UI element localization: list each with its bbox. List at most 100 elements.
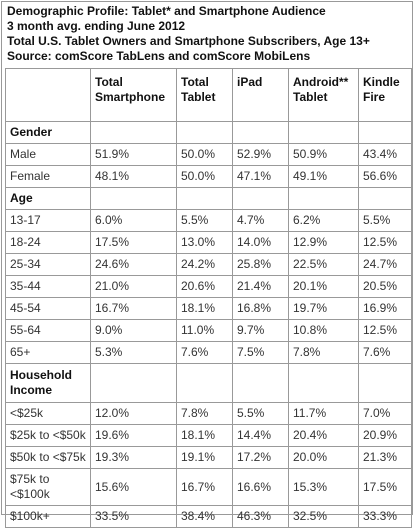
column-header-ipad: iPad <box>232 68 289 122</box>
header-row: Total Smartphone Total Tablet iPad Andro… <box>5 68 412 122</box>
value-cell: 33.3% <box>358 505 412 528</box>
section-row: Age <box>5 187 412 210</box>
value-cell: 50.0% <box>176 143 233 166</box>
value-cell: 18.1% <box>176 297 233 320</box>
title-line-2: 3 month avg. ending June 2012 <box>7 19 186 33</box>
value-cell: 7.6% <box>358 341 412 364</box>
value-cell: 17.5% <box>90 231 177 254</box>
value-cell: 14.0% <box>232 231 289 254</box>
value-cell: 9.0% <box>90 319 177 342</box>
value-cell: 20.4% <box>288 424 359 447</box>
row-label: $25k to <$50k <box>5 424 91 447</box>
column-header-empty <box>5 68 91 122</box>
value-cell: 12.9% <box>288 231 359 254</box>
value-cell: 16.7% <box>90 297 177 320</box>
section-empty-cell <box>358 363 412 403</box>
value-cell: 19.1% <box>176 446 233 469</box>
value-cell: 46.3% <box>232 505 289 528</box>
value-cell: 47.1% <box>232 165 289 188</box>
value-cell: 7.8% <box>288 341 359 364</box>
value-cell: 12.5% <box>358 319 412 342</box>
value-cell: 5.5% <box>358 209 412 232</box>
section-empty-cell <box>232 363 289 403</box>
section-empty-cell <box>288 187 359 210</box>
section-empty-cell <box>232 121 289 144</box>
title-line-3: Total U.S. Tablet Owners and Smartphone … <box>7 34 370 48</box>
section-empty-cell <box>90 121 177 144</box>
value-cell: 24.2% <box>176 253 233 276</box>
value-cell: 20.1% <box>288 275 359 298</box>
value-cell: 16.7% <box>176 468 233 506</box>
row-label: $75k to <$100k <box>5 468 91 506</box>
value-cell: 51.9% <box>90 143 177 166</box>
value-cell: 16.6% <box>232 468 289 506</box>
table-row: $75k to <$100k 15.6% 16.7% 16.6% 15.3% 17.5% <box>5 468 412 506</box>
value-cell: 12.0% <box>90 402 177 425</box>
section-empty-cell <box>358 187 412 210</box>
value-cell: 20.6% <box>176 275 233 298</box>
section-label: Household Income <box>5 363 91 403</box>
value-cell: 17.5% <box>358 468 412 506</box>
value-cell: 7.0% <box>358 402 412 425</box>
section-row: Gender <box>5 121 412 144</box>
table-row: 25-34 24.6% 24.2% 25.8% 22.5% 24.7% <box>5 253 412 276</box>
figure-title: Demographic Profile: Tablet* and Smartph… <box>2 2 412 66</box>
demographic-table: Total Smartphone Total Tablet iPad Andro… <box>5 68 412 528</box>
value-cell: 33.5% <box>90 505 177 528</box>
value-cell: 7.5% <box>232 341 289 364</box>
table-row: 35-44 21.0% 20.6% 21.4% 20.1% 20.5% <box>5 275 412 298</box>
row-label: 45-54 <box>5 297 91 320</box>
value-cell: 15.6% <box>90 468 177 506</box>
row-label: Male <box>5 143 91 166</box>
value-cell: 20.5% <box>358 275 412 298</box>
section-label: Age <box>5 187 91 210</box>
table-row: 18-24 17.5% 13.0% 14.0% 12.9% 12.5% <box>5 231 412 254</box>
column-header-total-smartphone: Total Smartphone <box>90 68 177 122</box>
value-cell: 22.5% <box>288 253 359 276</box>
value-cell: 7.6% <box>176 341 233 364</box>
section-empty-cell <box>90 363 177 403</box>
value-cell: 21.4% <box>232 275 289 298</box>
value-cell: 6.0% <box>90 209 177 232</box>
table-row: $50k to <$75k 19.3% 19.1% 17.2% 20.0% 21.3% <box>5 446 412 469</box>
value-cell: 10.8% <box>288 319 359 342</box>
row-label: 55-64 <box>5 319 91 342</box>
value-cell: 16.9% <box>358 297 412 320</box>
value-cell: 38.4% <box>176 505 233 528</box>
title-line-1: Demographic Profile: Tablet* and Smartph… <box>7 4 326 18</box>
table-row: 65+ 5.3% 7.6% 7.5% 7.8% 7.6% <box>5 341 412 364</box>
value-cell: 5.5% <box>176 209 233 232</box>
value-cell: 21.3% <box>358 446 412 469</box>
value-cell: 11.7% <box>288 402 359 425</box>
value-cell: 50.0% <box>176 165 233 188</box>
row-label: 18-24 <box>5 231 91 254</box>
value-cell: 32.5% <box>288 505 359 528</box>
row-label: <$25k <box>5 402 91 425</box>
value-cell: 11.0% <box>176 319 233 342</box>
table-row: $25k to <$50k 19.6% 18.1% 14.4% 20.4% 20.9% <box>5 424 412 447</box>
value-cell: 19.7% <box>288 297 359 320</box>
row-label: 25-34 <box>5 253 91 276</box>
title-line-4: Source: comScore TabLens and comScore Mo… <box>7 49 311 63</box>
value-cell: 24.6% <box>90 253 177 276</box>
row-label: $50k to <$75k <box>5 446 91 469</box>
row-label: 65+ <box>5 341 91 364</box>
row-label: 13-17 <box>5 209 91 232</box>
section-empty-cell <box>90 187 177 210</box>
value-cell: 43.4% <box>358 143 412 166</box>
value-cell: 13.0% <box>176 231 233 254</box>
section-empty-cell <box>358 121 412 144</box>
column-header-total-tablet: Total Tablet <box>176 68 233 122</box>
value-cell: 52.9% <box>232 143 289 166</box>
table-row: $100k+ 33.5% 38.4% 46.3% 32.5% 33.3% <box>5 505 412 528</box>
table-row: Male 51.9% 50.0% 52.9% 50.9% 43.4% <box>5 143 412 166</box>
section-empty-cell <box>288 363 359 403</box>
value-cell: 18.1% <box>176 424 233 447</box>
value-cell: 24.7% <box>358 253 412 276</box>
value-cell: 5.3% <box>90 341 177 364</box>
section-row: Household Income <box>5 363 412 403</box>
value-cell: 15.3% <box>288 468 359 506</box>
value-cell: 20.0% <box>288 446 359 469</box>
value-cell: 48.1% <box>90 165 177 188</box>
value-cell: 19.3% <box>90 446 177 469</box>
